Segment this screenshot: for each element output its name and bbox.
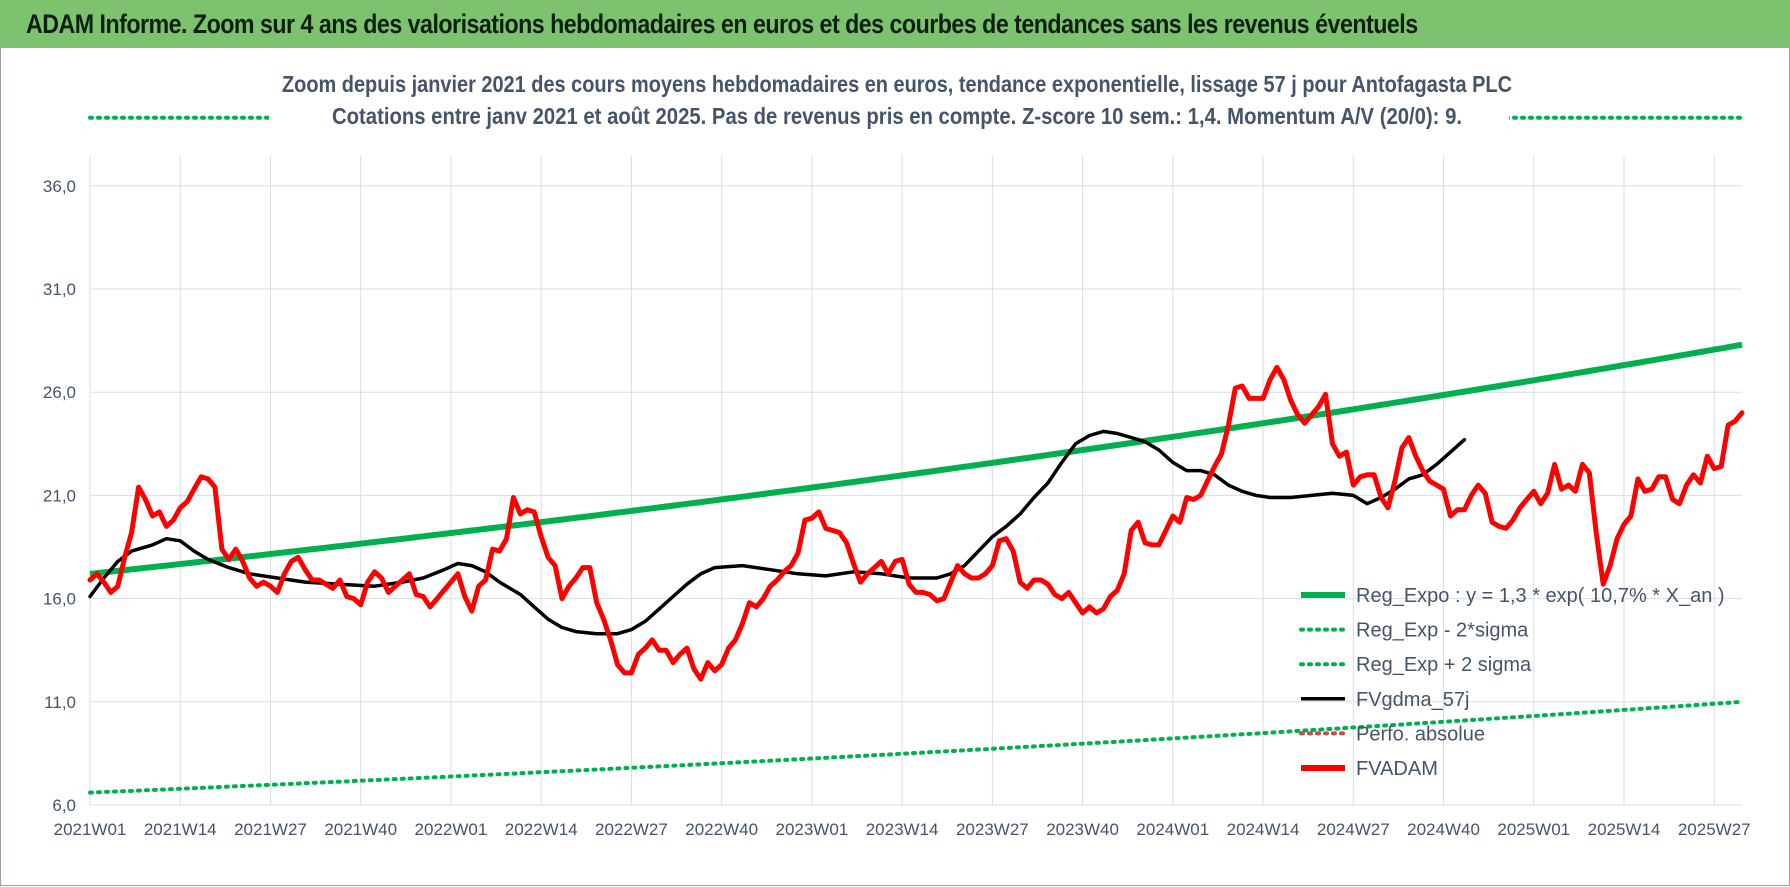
- x-tick-label: 2023W40: [1046, 820, 1119, 839]
- x-tick-label: 2025W27: [1678, 820, 1751, 839]
- y-tick-label: 6,0: [52, 796, 76, 815]
- chart-legend: Reg_Expo : y = 1,3 * exp( 10,7% * X_an )…: [1299, 585, 1725, 780]
- legend-item: FVgdma_57j: [1301, 689, 1469, 711]
- x-tick-label: 2021W14: [144, 820, 217, 839]
- x-tick-label: 2021W40: [324, 820, 397, 839]
- line-chart: 6,0 11,0 16,0 21,0 26,0 31,0 36,0 2021W01 2021W1…: [43, 66, 1751, 839]
- title-background: [269, 66, 1509, 144]
- series-layer: [87, 115, 1745, 795]
- legend-label: Reg_Exp + 2 sigma: [1356, 654, 1532, 676]
- series-fvgdma-57j: [88, 429, 1467, 636]
- x-tick-label: 2025W14: [1588, 820, 1661, 839]
- legend-item: Reg_Expo : y = 1,3 * exp( 10,7% * X_an ): [1301, 585, 1725, 607]
- legend-item: Perfo. absolue: [1299, 723, 1485, 745]
- x-tick-label: 2021W01: [54, 820, 127, 839]
- x-tick-label: 2024W27: [1317, 820, 1390, 839]
- x-tick-label: 2023W27: [956, 820, 1029, 839]
- chart-frame: 6,0 11,0 16,0 21,0 26,0 31,0 36,0 2021W01 2021W1…: [0, 48, 1790, 886]
- y-tick-label: 21,0: [43, 486, 76, 505]
- y-tick-label: 11,0: [44, 693, 76, 712]
- legend-label: Reg_Expo : y = 1,3 * exp( 10,7% * X_an ): [1356, 585, 1725, 607]
- chart-subtitle-line: Cotations entre janv 2021 et août 2025. …: [332, 103, 1462, 129]
- legend-item: Reg_Exp + 2 sigma: [1299, 654, 1532, 676]
- legend-label: Perfo. absolue: [1356, 723, 1485, 745]
- x-tick-label: 2022W27: [595, 820, 668, 839]
- x-tick-label: 2024W40: [1407, 820, 1480, 839]
- series-reg-exp-minus-2sigma: [88, 699, 1744, 795]
- x-tick-label: 2022W01: [415, 820, 488, 839]
- x-tick-label: 2022W40: [685, 820, 758, 839]
- chart-subtitle-line: Zoom depuis janvier 2021 des cours moyen…: [282, 71, 1512, 97]
- report-banner: ADAM Informe. Zoom sur 4 ans des valoris…: [0, 0, 1790, 49]
- legend-item: Reg_Exp - 2*sigma: [1299, 620, 1529, 642]
- legend-label: FVgdma_57j: [1356, 689, 1469, 711]
- legend-label: FVADAM: [1356, 758, 1438, 780]
- report-title: ADAM Informe. Zoom sur 4 ans des valoris…: [26, 9, 1418, 39]
- grid-layer: [89, 156, 1742, 806]
- chart-title: Zoom depuis janvier 2021 des cours moyen…: [269, 66, 1512, 144]
- legend-item: FVADAM: [1301, 758, 1438, 780]
- legend-label: Reg_Exp - 2*sigma: [1356, 620, 1529, 642]
- x-tick-label: 2023W01: [775, 820, 848, 839]
- x-tick-label: 2022W14: [505, 820, 578, 839]
- y-tick-label: 36,0: [43, 177, 76, 196]
- axis-layer: 6,0 11,0 16,0 21,0 26,0 31,0 36,0 2021W01 2021W1…: [43, 177, 1751, 839]
- y-tick-label: 26,0: [43, 383, 76, 402]
- x-tick-label: 2024W01: [1136, 820, 1209, 839]
- x-tick-label: 2025W01: [1497, 820, 1570, 839]
- x-tick-label: 2023W14: [866, 820, 939, 839]
- y-tick-label: 16,0: [43, 590, 76, 609]
- series-fvadam: [87, 364, 1745, 682]
- series-reg-expo: [89, 341, 1743, 577]
- y-tick-label: 31,0: [43, 280, 76, 299]
- x-tick-label: 2024W14: [1227, 820, 1300, 839]
- x-tick-label: 2021W27: [234, 820, 307, 839]
